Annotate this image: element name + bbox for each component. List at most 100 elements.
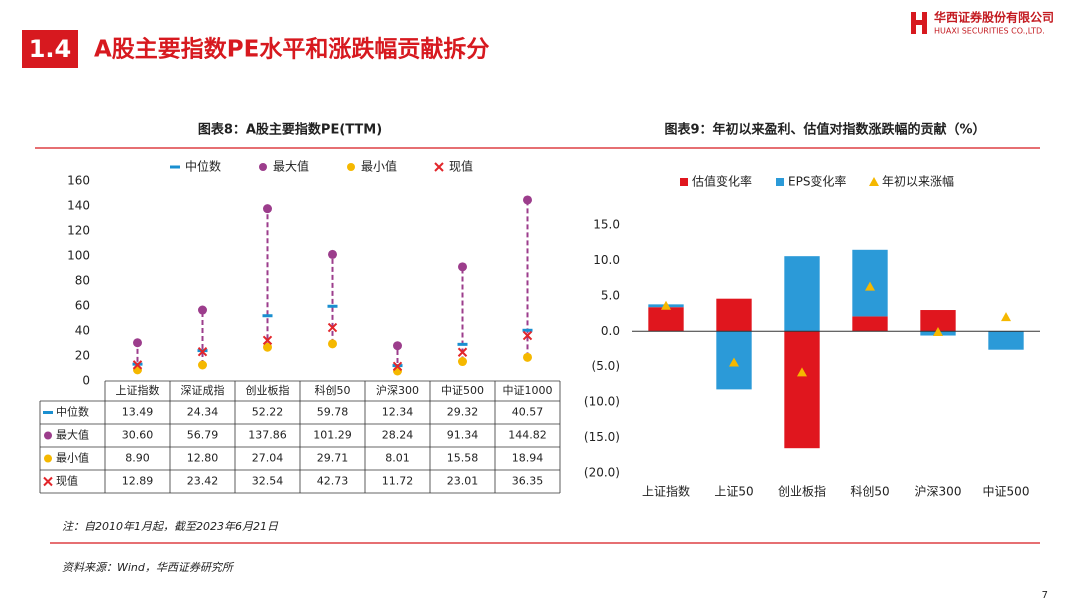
slide-title: A股主要指数PE水平和涨跌幅贡献拆分	[94, 37, 489, 63]
y-tick-label: 100	[67, 249, 90, 263]
triangle-mark	[933, 326, 943, 336]
page-number: 7	[1042, 590, 1048, 601]
triangle-mark	[661, 300, 671, 310]
x-tick-label: 科创50	[315, 383, 351, 397]
y-tick-label: (20.0)	[584, 466, 620, 480]
section-number: 1.4	[29, 35, 72, 63]
table-cell: 27.04	[252, 452, 284, 465]
x-mark	[327, 322, 338, 333]
table-cell: 101.29	[313, 429, 352, 442]
x-mark	[392, 361, 403, 372]
bar	[920, 310, 956, 332]
table-cell: 13.49	[122, 406, 154, 419]
x-tick-label: 创业板指	[246, 383, 290, 397]
bar	[852, 316, 888, 332]
dot-mark	[198, 305, 207, 315]
y-tick-label: 80	[75, 274, 90, 288]
logo-mark	[911, 20, 927, 25]
table-cell: 32.54	[252, 475, 284, 488]
table-cell: 28.24	[382, 429, 414, 442]
y-tick-label: (10.0)	[584, 395, 620, 409]
table-cell: 23.42	[187, 475, 219, 488]
legend-label: 现值	[449, 159, 473, 174]
triangle-mark	[729, 357, 739, 367]
x-tick-label: 上证指数	[116, 383, 160, 397]
table-cell: 42.73	[317, 475, 349, 488]
y-tick-label: 40	[75, 324, 90, 338]
table-cell: 36.35	[512, 475, 544, 488]
triangle-mark	[797, 367, 807, 377]
table-cell: 8.90	[125, 452, 150, 465]
dot-mark	[393, 366, 402, 376]
table-cell: 56.79	[187, 429, 219, 442]
dot-mark	[133, 338, 142, 348]
y-tick-label: (15.0)	[584, 430, 620, 444]
dot-mark	[458, 262, 467, 272]
y-tick-label: 160	[67, 174, 90, 188]
dot-mark	[328, 249, 337, 259]
dot-mark	[44, 454, 52, 463]
table-cell: 24.34	[187, 406, 219, 419]
x-tick-label: 深证成指	[181, 383, 225, 397]
table-cell: 144.82	[508, 429, 547, 442]
x-tick-label: 沪深300	[376, 383, 419, 397]
table-cell: 40.57	[512, 406, 544, 419]
x-mark	[43, 476, 53, 487]
dot-mark	[328, 339, 337, 349]
y-tick-label: 0	[82, 374, 90, 388]
y-tick-label: 10.0	[593, 253, 620, 267]
chart-title: 图表9：年初以来盈利、估值对指数涨跌幅的贡献（%）	[664, 122, 985, 138]
bar	[988, 331, 1024, 350]
y-tick-label: 140	[67, 199, 90, 213]
table-cell: 52.22	[252, 406, 284, 419]
dot-mark	[523, 352, 532, 362]
triangle-mark	[865, 281, 875, 291]
legend-label: EPS变化率	[788, 174, 846, 189]
x-tick-label: 科创50	[850, 485, 889, 499]
legend-swatch	[680, 178, 688, 186]
x-tick-label: 中证500	[983, 484, 1030, 499]
table-cell: 8.01	[385, 452, 410, 465]
dot-mark	[347, 163, 355, 171]
dot-mark	[259, 163, 267, 171]
table-cell: 30.60	[122, 429, 154, 442]
y-tick-label: 0.0	[601, 324, 620, 338]
table-cell: 23.01	[447, 475, 479, 488]
dot-mark	[458, 357, 467, 367]
table-cell: 12.34	[382, 406, 414, 419]
legend-label: 最小值	[361, 159, 397, 174]
table-cell: 91.34	[447, 429, 479, 442]
x-tick-label: 上证指数	[642, 484, 690, 499]
bar	[716, 298, 752, 332]
x-tick-label: 上证50	[714, 485, 753, 499]
table-cell: 137.86	[248, 429, 287, 442]
y-tick-label: 15.0	[593, 218, 620, 232]
table-cell: 12.80	[187, 452, 219, 465]
y-tick-label: 20	[75, 349, 90, 363]
table-cell: 29.32	[447, 406, 479, 419]
row-label: 最小值	[56, 452, 89, 465]
table-cell: 29.71	[317, 452, 349, 465]
dot-mark	[263, 204, 272, 214]
x-mark	[434, 162, 444, 172]
x-tick-label: 中证1000	[503, 384, 553, 397]
note: 注：自2010年1月起，截至2023年6月21日	[62, 520, 279, 533]
source: 资料来源：Wind，华西证券研究所	[62, 561, 235, 574]
triangle-mark	[1001, 312, 1011, 322]
section-box	[22, 30, 78, 68]
triangle-mark	[869, 177, 879, 186]
x-mark	[262, 335, 273, 346]
company-name: 华西证券股份有限公司	[934, 10, 1054, 25]
y-tick-label: 5.0	[601, 288, 620, 302]
table-cell: 18.94	[512, 452, 544, 465]
dot-mark	[393, 341, 402, 351]
y-tick-label: 120	[67, 224, 90, 238]
legend-label: 年初以来涨幅	[882, 174, 954, 189]
table-cell: 59.78	[317, 406, 349, 419]
row-label: 最大值	[56, 428, 89, 442]
x-mark	[457, 347, 468, 357]
dot-mark	[44, 431, 52, 440]
legend-label: 估值变化率	[692, 174, 752, 189]
bar	[648, 307, 684, 332]
